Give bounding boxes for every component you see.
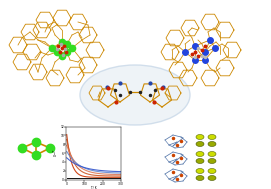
Ellipse shape (208, 169, 216, 174)
Ellipse shape (208, 135, 216, 139)
Ellipse shape (208, 176, 216, 180)
Y-axis label: $\chi_M T$: $\chi_M T$ (51, 149, 59, 157)
Ellipse shape (196, 159, 204, 163)
Ellipse shape (208, 159, 216, 163)
X-axis label: T / K: T / K (90, 187, 97, 189)
Ellipse shape (196, 176, 204, 180)
Ellipse shape (196, 169, 204, 174)
Ellipse shape (208, 152, 216, 156)
Ellipse shape (208, 142, 216, 146)
Ellipse shape (80, 65, 190, 125)
Ellipse shape (196, 142, 204, 146)
Ellipse shape (196, 135, 204, 139)
Ellipse shape (196, 152, 204, 156)
